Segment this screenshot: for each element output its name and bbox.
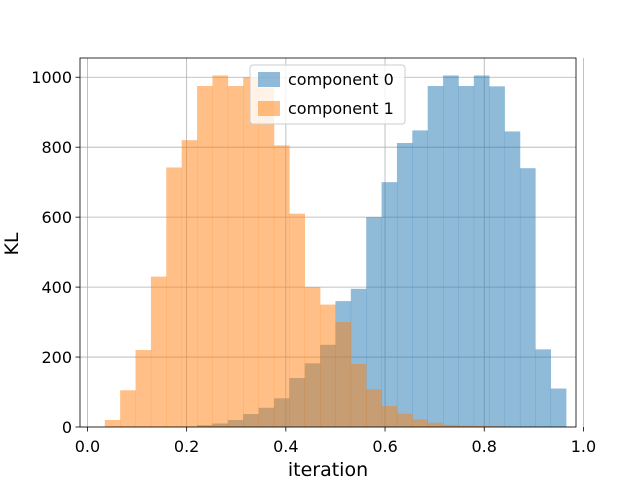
hist-bar-series-0-bin-23 [458,86,474,427]
hist-bar-series-1-bin-16 [351,364,367,427]
hist-bar-series-1-bin-7 [212,75,228,427]
y-tick-label: 1000 [31,68,72,87]
hist-bar-series-0-bin-18 [382,182,398,427]
hist-bar-series-1-bin-18 [382,406,398,427]
hist-bar-series-1-bin-4 [166,167,182,427]
hist-bar-series-0-bin-24 [474,75,490,427]
y-axis-label: KL [1,232,23,255]
hist-bar-series-1-bin-12 [289,214,305,427]
hist-bar-series-0-bin-20 [412,130,428,427]
hist-bar-series-1-bin-11 [274,145,290,427]
hist-bar-series-1-bin-1 [120,390,136,427]
hist-bar-series-1-bin-21 [428,423,444,427]
legend-swatch-0 [258,72,280,87]
hist-bar-series-1-bin-19 [397,414,413,427]
hist-bar-series-0-bin-21 [428,86,444,427]
x-tick-label: 0.8 [472,437,497,456]
x-tick-label: 0.0 [75,437,100,456]
hist-bar-series-1-bin-5 [182,140,198,427]
y-tick-label: 600 [41,208,72,227]
hist-bar-series-1-bin-10 [259,88,275,427]
x-tick-label: 0.4 [273,437,298,456]
hist-bar-series-1-bin-0 [105,420,121,427]
hist-bar-series-0-bin-25 [489,86,505,427]
hist-bar-series-0-bin-29 [551,389,567,427]
hist-bar-series-1-bin-14 [320,305,336,427]
hist-bar-series-0-bin-28 [535,349,551,427]
hist-bar-series-1-bin-15 [335,322,351,427]
hist-bar-series-1-bin-6 [197,86,213,427]
x-axis-label: iteration [288,459,368,480]
y-tick-label: 200 [41,348,72,367]
hist-bar-series-0-bin-22 [443,75,459,427]
y-tick-label: 400 [41,278,72,297]
legend-label: component 0 [288,70,394,89]
hist-bar-series-1-bin-13 [305,287,321,427]
histogram-bars [105,75,567,427]
legend: component 0 component 1 [250,65,405,124]
x-tick-label: 0.2 [174,437,199,456]
legend-swatch-1 [258,101,280,116]
hist-bar-series-1-bin-2 [136,350,152,427]
hist-bar-series-0-bin-27 [520,168,536,427]
y-tick-label: 0 [62,418,72,437]
legend-label: component 1 [288,99,394,118]
y-tick-label: 800 [41,138,72,157]
x-tick-label: 1.0 [571,437,596,456]
hist-bar-series-1-bin-9 [243,77,259,427]
hist-bar-series-0-bin-26 [505,131,521,427]
hist-bar-series-1-bin-8 [228,86,244,427]
hist-bar-series-1-bin-17 [366,389,382,427]
hist-bar-series-1-bin-3 [151,277,167,427]
hist-bar-series-1-bin-20 [412,419,428,427]
x-tick-label: 0.6 [372,437,397,456]
hist-bar-series-0-bin-19 [397,143,413,427]
